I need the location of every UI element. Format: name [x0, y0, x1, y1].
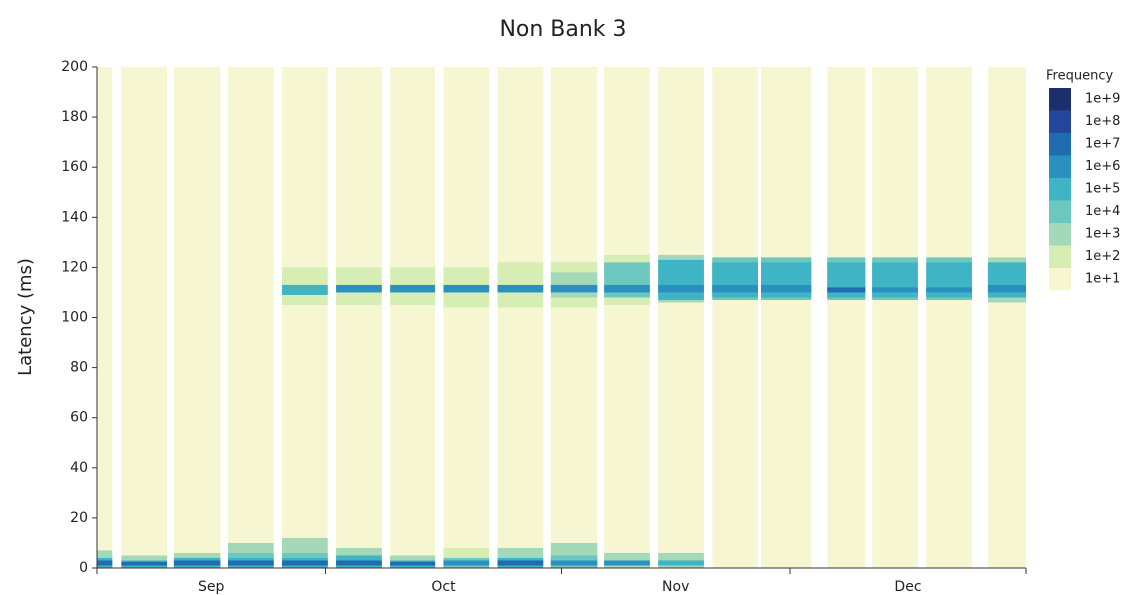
- legend-title: Frequency: [1046, 69, 1113, 84]
- heat-cell: [987, 67, 1026, 568]
- y-tick-label: 140: [61, 209, 88, 225]
- legend-swatch: [1049, 200, 1071, 223]
- heat-cell: [658, 67, 704, 568]
- legend-swatch: [1049, 245, 1071, 268]
- legend-swatch: [1049, 88, 1071, 111]
- heat-cell: [390, 67, 436, 568]
- y-tick-label: 200: [61, 59, 88, 75]
- heat-cell: [497, 560, 544, 566]
- heat-cell: [173, 67, 221, 568]
- y-tick-label: 60: [70, 410, 88, 426]
- legend-label: 1e+3: [1085, 227, 1120, 242]
- legend-swatch: [1049, 268, 1071, 291]
- legend-label: 1e+4: [1085, 204, 1120, 219]
- heat-cell: [550, 284, 598, 293]
- heat-cell: [121, 67, 168, 568]
- heat-cell: [550, 560, 598, 566]
- heat-cell: [658, 259, 704, 300]
- heat-cell: [336, 560, 382, 566]
- heat-cell: [604, 560, 650, 566]
- heat-cell: [443, 67, 490, 568]
- heat-cell: [872, 67, 918, 568]
- heat-cell: [761, 284, 812, 293]
- heat-cell: [173, 560, 221, 566]
- heat-cell: [97, 67, 113, 568]
- heat-cell: [604, 284, 650, 293]
- heat-cell: [827, 287, 866, 293]
- heat-cell: [227, 560, 274, 566]
- legend-label: 1e+1: [1085, 272, 1120, 287]
- legend-swatch: [1049, 133, 1071, 156]
- heat-cell: [987, 284, 1026, 293]
- heat-cell: [604, 67, 650, 568]
- heat-cell: [336, 284, 382, 293]
- y-axis-title: Latency (ms): [15, 258, 36, 376]
- heat-cell: [443, 284, 490, 293]
- heat-cell: [827, 67, 866, 568]
- heat-cell: [712, 67, 758, 568]
- y-tick-label: 100: [61, 310, 88, 326]
- heat-cell: [497, 67, 544, 568]
- legend-label: 1e+9: [1085, 92, 1120, 107]
- heat-cell: [97, 560, 113, 566]
- y-tick-label: 0: [79, 560, 88, 576]
- heat-cell: [282, 560, 328, 566]
- legend-label: 1e+6: [1085, 159, 1120, 174]
- heat-cell: [658, 560, 704, 566]
- heat-cell: [390, 284, 436, 293]
- heat-cell: [121, 561, 168, 566]
- legend-label: 1e+2: [1085, 249, 1120, 264]
- x-tick-label: Oct: [431, 579, 456, 595]
- heat-cell: [872, 287, 918, 293]
- heat-cell: [390, 561, 436, 566]
- y-tick-label: 160: [61, 159, 88, 175]
- legend-swatch: [1049, 178, 1071, 201]
- heat-cell: [926, 287, 972, 293]
- legend-swatch: [1049, 223, 1071, 246]
- x-tick-label: Sep: [198, 579, 225, 595]
- heat-cell: [282, 284, 328, 295]
- legend-swatch: [1049, 155, 1071, 178]
- heat-cell: [497, 284, 544, 293]
- legend-swatch: [1049, 110, 1071, 133]
- heat-cell: [658, 284, 704, 293]
- y-tick-label: 20: [70, 510, 88, 526]
- x-tick-label: Nov: [662, 579, 689, 595]
- legend-label: 1e+5: [1085, 182, 1120, 197]
- heat-cell: [282, 67, 328, 568]
- heat-cell: [227, 67, 274, 568]
- heat-cell: [336, 67, 382, 568]
- legend-label: 1e+8: [1085, 114, 1120, 129]
- y-tick-label: 120: [61, 259, 88, 275]
- chart-title: Non Bank 3: [499, 17, 626, 42]
- heat-cell: [443, 560, 490, 566]
- y-tick-label: 40: [70, 460, 88, 476]
- heat-cell: [550, 67, 598, 568]
- heat-cell: [761, 67, 812, 568]
- heat-cell: [926, 67, 972, 568]
- y-tick-label: 180: [61, 109, 88, 125]
- heat-cell: [712, 284, 758, 293]
- x-tick-label: Dec: [894, 579, 921, 595]
- legend-label: 1e+7: [1085, 137, 1120, 152]
- y-tick-label: 80: [70, 360, 88, 376]
